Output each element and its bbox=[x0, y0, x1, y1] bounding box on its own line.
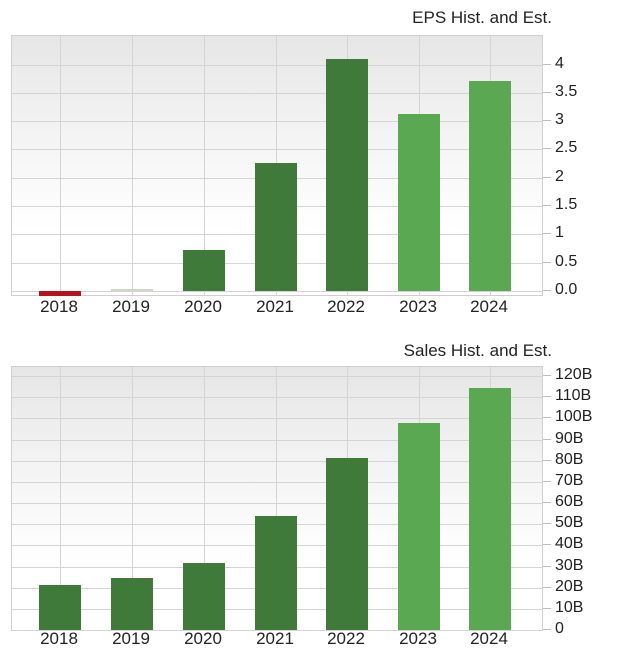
y-tick-mark bbox=[543, 523, 551, 525]
y-tick-mark bbox=[543, 565, 551, 567]
horizontal-gridline bbox=[12, 376, 542, 377]
bar-2023 bbox=[398, 423, 440, 630]
horizontal-gridline bbox=[12, 460, 542, 462]
bar-2024 bbox=[469, 81, 511, 291]
x-tick-label: 2020 bbox=[184, 297, 222, 316]
bar-2020 bbox=[183, 563, 225, 630]
y-tick-label: 0 bbox=[555, 620, 564, 637]
bar-2019 bbox=[111, 577, 153, 630]
horizontal-gridline bbox=[12, 481, 542, 483]
y-tick-mark bbox=[543, 544, 551, 546]
horizontal-gridline bbox=[12, 503, 542, 504]
x-tick-label: 2019 bbox=[112, 297, 150, 316]
eps-plot-area bbox=[11, 35, 543, 296]
vertical-gridline bbox=[60, 36, 61, 295]
x-tick-label: 2021 bbox=[256, 297, 294, 316]
y-tick-mark bbox=[543, 480, 551, 482]
y-tick-label: 2 bbox=[555, 167, 564, 185]
y-tick-mark bbox=[543, 607, 551, 609]
bar-2020 bbox=[183, 249, 225, 291]
y-tick-label: 1.5 bbox=[555, 196, 578, 214]
horizontal-gridline bbox=[12, 92, 542, 94]
bar-2021 bbox=[255, 163, 297, 291]
bar-2024 bbox=[469, 387, 511, 630]
y-tick-label: 3 bbox=[555, 111, 564, 129]
horizontal-gridline bbox=[12, 439, 542, 441]
vertical-gridline bbox=[276, 367, 277, 630]
y-tick-label: 2.5 bbox=[555, 139, 578, 157]
y-tick-mark bbox=[543, 396, 551, 398]
y-tick-label: 70B bbox=[555, 471, 584, 489]
y-tick-label: 20B bbox=[555, 577, 584, 595]
eps-chart-title: EPS Hist. and Est. bbox=[412, 8, 552, 27]
y-tick-label: 10B bbox=[555, 598, 584, 616]
y-tick-mark bbox=[543, 290, 551, 291]
y-tick-mark bbox=[543, 438, 551, 440]
sales-plot-area bbox=[11, 366, 543, 631]
y-tick-label: 80B bbox=[555, 450, 584, 468]
horizontal-gridline bbox=[12, 121, 542, 123]
y-tick-mark bbox=[543, 375, 551, 376]
y-tick-label: 0.5 bbox=[555, 252, 578, 270]
y-tick-label: 50B bbox=[555, 514, 584, 532]
bar-2018 bbox=[39, 584, 81, 630]
bar-2022 bbox=[326, 59, 368, 291]
y-tick-mark bbox=[543, 233, 551, 235]
y-tick-label: 1 bbox=[555, 224, 564, 242]
vertical-gridline bbox=[132, 36, 133, 295]
y-tick-mark bbox=[543, 148, 551, 150]
eps-chart: EPS Hist. and Est. 4 3.5 3 2.5 2 1.5 1 0.5 0.0 2… bbox=[11, 8, 578, 316]
x-tick-label: 2024 bbox=[470, 297, 508, 316]
bar-2019 bbox=[111, 289, 153, 291]
horizontal-gridline bbox=[12, 291, 542, 292]
x-tick-label: 2019 bbox=[112, 629, 150, 648]
y-tick-label: 110B bbox=[555, 387, 592, 405]
bar-2018 bbox=[39, 291, 81, 296]
y-tick-mark bbox=[543, 417, 551, 419]
x-tick-label: 2021 bbox=[256, 629, 294, 648]
y-tick-label: 0.0 bbox=[555, 281, 578, 298]
y-tick-mark bbox=[543, 459, 551, 461]
y-tick-mark bbox=[543, 629, 551, 630]
horizontal-gridline bbox=[12, 630, 542, 631]
y-tick-label: 60B bbox=[555, 493, 584, 510]
x-tick-label: 2018 bbox=[40, 629, 78, 648]
vertical-gridline bbox=[132, 367, 133, 630]
horizontal-gridline bbox=[12, 418, 542, 420]
y-tick-label: 30B bbox=[555, 556, 584, 574]
bar-2022 bbox=[326, 458, 368, 630]
y-tick-mark bbox=[543, 63, 551, 65]
y-tick-label: 120B bbox=[555, 366, 593, 383]
y-tick-mark bbox=[543, 91, 551, 93]
x-tick-label: 2022 bbox=[327, 629, 365, 648]
bar-2023 bbox=[398, 113, 440, 291]
x-tick-label: 2018 bbox=[40, 297, 78, 316]
y-tick-label: 3.5 bbox=[555, 82, 578, 100]
vertical-gridline bbox=[204, 367, 205, 630]
x-tick-label: 2023 bbox=[399, 629, 437, 648]
y-tick-mark bbox=[543, 205, 551, 207]
y-tick-mark bbox=[543, 176, 551, 178]
x-tick-label: 2022 bbox=[327, 297, 365, 316]
horizontal-gridline bbox=[12, 397, 542, 399]
x-tick-label: 2023 bbox=[399, 297, 437, 316]
horizontal-gridline bbox=[12, 64, 542, 66]
sales-chart-title: Sales Hist. and Est. bbox=[403, 341, 552, 360]
horizontal-gridline bbox=[12, 149, 542, 151]
y-tick-label: 90B bbox=[555, 429, 584, 447]
y-tick-label: 100B bbox=[555, 408, 593, 426]
y-tick-mark bbox=[543, 586, 551, 588]
y-tick-mark bbox=[543, 120, 551, 122]
y-tick-label: 4 bbox=[555, 54, 564, 72]
x-tick-label: 2020 bbox=[184, 629, 222, 648]
y-tick-mark bbox=[543, 502, 551, 503]
vertical-gridline bbox=[204, 36, 205, 295]
x-tick-label: 2024 bbox=[470, 629, 508, 648]
y-tick-mark bbox=[543, 261, 551, 263]
y-tick-label: 40B bbox=[555, 535, 584, 553]
vertical-gridline bbox=[60, 367, 61, 630]
bar-2021 bbox=[255, 516, 297, 630]
